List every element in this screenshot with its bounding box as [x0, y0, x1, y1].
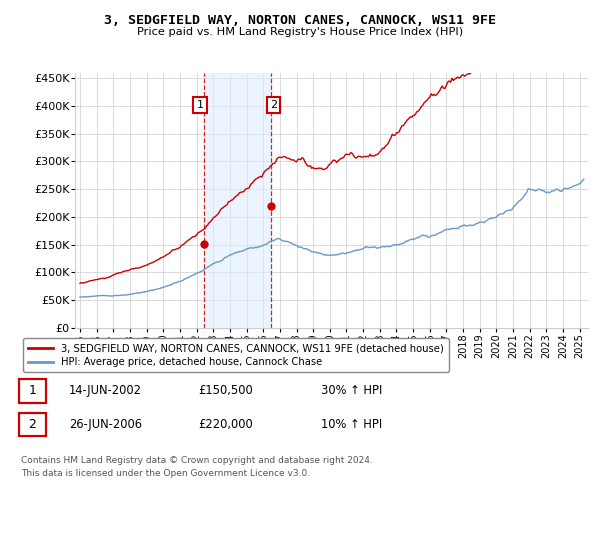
Text: 14-JUN-2002: 14-JUN-2002	[69, 384, 142, 398]
Text: £150,500: £150,500	[198, 384, 253, 398]
Bar	[204, 73, 271, 328]
Text: 3, SEDGFIELD WAY, NORTON CANES, CANNOCK, WS11 9FE: 3, SEDGFIELD WAY, NORTON CANES, CANNOCK,…	[104, 14, 496, 27]
Text: £220,000: £220,000	[198, 418, 253, 431]
Text: Contains HM Land Registry data © Crown copyright and database right 2024.
This d: Contains HM Land Registry data © Crown c…	[21, 456, 373, 478]
Text: 1: 1	[196, 100, 203, 110]
Legend: 3, SEDGFIELD WAY, NORTON CANES, CANNOCK, WS11 9FE (detached house), HPI: Average: 3, SEDGFIELD WAY, NORTON CANES, CANNOCK,…	[23, 338, 449, 372]
Text: 26-JUN-2006: 26-JUN-2006	[69, 418, 142, 431]
Text: 2: 2	[270, 100, 277, 110]
Text: 30% ↑ HPI: 30% ↑ HPI	[321, 384, 382, 398]
Text: 10% ↑ HPI: 10% ↑ HPI	[321, 418, 382, 431]
Text: 1: 1	[28, 384, 37, 398]
Text: 2: 2	[28, 418, 37, 431]
Text: Price paid vs. HM Land Registry's House Price Index (HPI): Price paid vs. HM Land Registry's House …	[137, 27, 463, 37]
